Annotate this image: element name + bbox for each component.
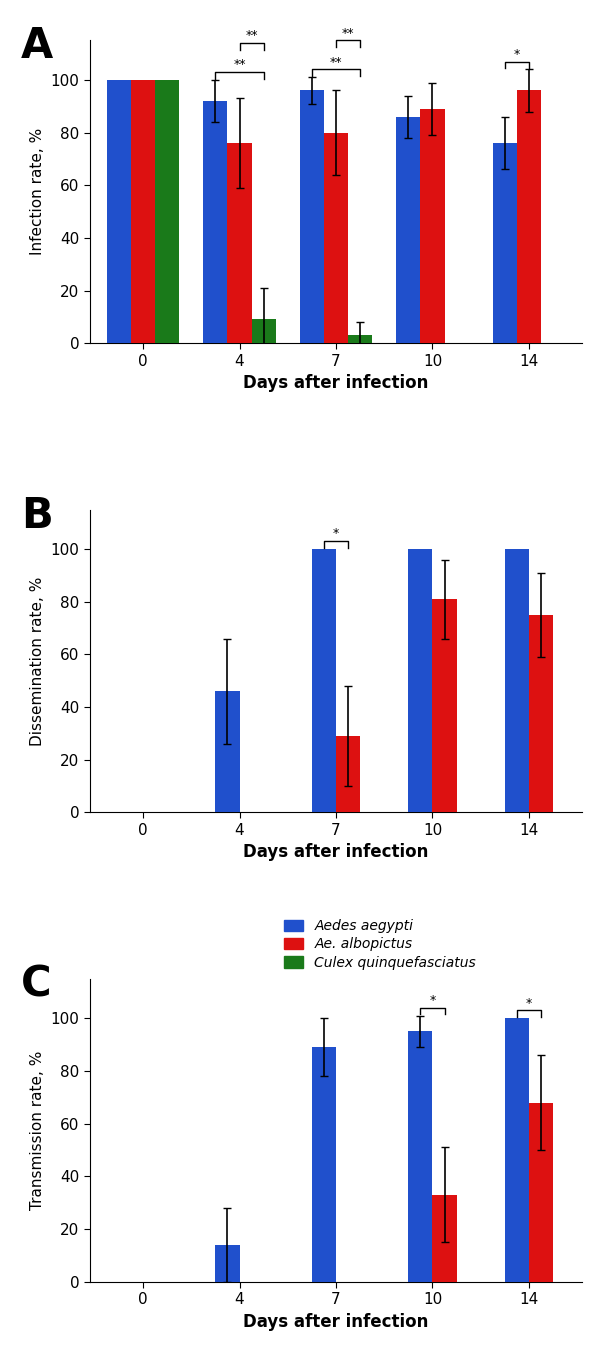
Bar (409, 1032, 433, 1282)
Bar (505, 549, 529, 812)
Text: A: A (21, 26, 53, 67)
Text: *: * (526, 997, 532, 1009)
Bar (107, 80, 131, 343)
Bar (529, 615, 553, 812)
Text: C: C (21, 963, 52, 1006)
Bar (312, 549, 336, 812)
Text: **: ** (245, 30, 258, 42)
Bar (529, 1102, 553, 1282)
Bar (300, 90, 324, 343)
Bar (312, 1047, 336, 1282)
Bar (433, 1195, 457, 1282)
Bar (131, 80, 155, 343)
Bar (203, 101, 227, 343)
X-axis label: Days after infection: Days after infection (244, 374, 428, 393)
Bar (155, 80, 179, 343)
Bar (505, 1018, 529, 1282)
Text: *: * (430, 994, 436, 1006)
Y-axis label: Transmission rate, %: Transmission rate, % (30, 1051, 45, 1210)
X-axis label: Days after infection: Days after infection (244, 1313, 428, 1330)
Bar (409, 549, 433, 812)
Bar (324, 132, 348, 343)
X-axis label: Days after infection: Days after infection (244, 843, 428, 861)
Bar (421, 109, 445, 343)
Text: **: ** (233, 58, 246, 71)
Bar (251, 320, 276, 343)
Text: **: ** (342, 27, 355, 39)
Bar (396, 117, 421, 343)
Bar (227, 143, 251, 343)
Text: **: ** (330, 55, 342, 69)
Bar (517, 90, 541, 343)
Text: B: B (21, 495, 53, 537)
Bar (348, 336, 372, 343)
Bar (493, 143, 517, 343)
Text: *: * (333, 527, 339, 541)
Bar (433, 599, 457, 812)
Legend: Aedes aegypti, Ae. albopictus, Culex quinquefasciatus: Aedes aegypti, Ae. albopictus, Culex qui… (284, 919, 476, 970)
Bar (336, 737, 360, 812)
Text: *: * (514, 47, 520, 61)
Y-axis label: Infection rate, %: Infection rate, % (30, 128, 45, 255)
Bar (215, 1245, 239, 1282)
Y-axis label: Dissemination rate, %: Dissemination rate, % (30, 576, 45, 746)
Bar (215, 691, 239, 812)
